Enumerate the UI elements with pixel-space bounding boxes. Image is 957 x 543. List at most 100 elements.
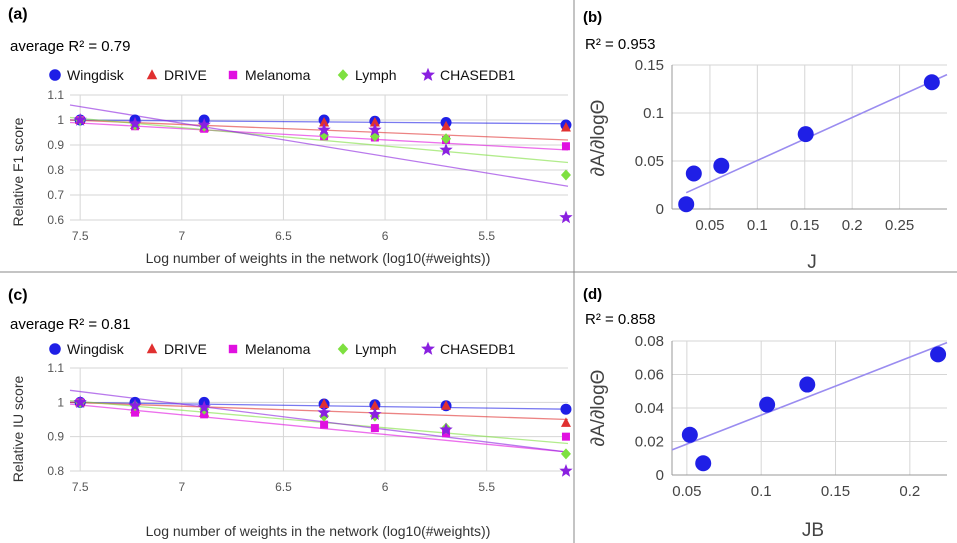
data-point-melanoma — [561, 142, 570, 151]
data-point-chasedb1 — [368, 407, 382, 420]
x-tick-label: 0.15 — [790, 217, 819, 234]
panel-b: (b) R² = 0.953 0 0.05 0.1 0.15 0.05 0.1 0.15 0.… — [583, 9, 948, 273]
y-tick-label: 1 — [57, 113, 64, 127]
data-point — [678, 196, 695, 213]
trend-line-chasedb1 — [69, 389, 569, 453]
data-point-chasedb1 — [368, 123, 382, 136]
data-point — [685, 165, 702, 182]
legend-label-drive: DRIVE — [164, 341, 207, 357]
data-point-chasedb1 — [317, 123, 331, 136]
panel-a-y-axis-title: Relative F1 score — [10, 117, 26, 226]
data-point-chasedb1 — [197, 400, 211, 414]
panel-b-y-axis-title: ∂A/∂logΘ — [588, 100, 609, 177]
trend-line-drive — [69, 119, 569, 141]
legend-marker-melanoma — [228, 344, 238, 354]
legend-marker-lymph — [337, 69, 349, 81]
x-tick-label: 0.1 — [751, 483, 772, 500]
panel-b-letter: (b) — [583, 9, 602, 26]
data-point-lymph — [560, 169, 571, 181]
y-tick-label: 0.02 — [635, 434, 664, 451]
legend-marker-chasedb1 — [421, 341, 435, 355]
panel-d-letter: (d) — [583, 286, 602, 303]
x-tick-label: 0.2 — [842, 217, 863, 234]
panel-c: (c) average R² = 0.81 Wingdisk DRIVE Melan… — [8, 287, 573, 539]
x-tick-label: 6.5 — [275, 229, 292, 243]
legend-label-wingdisk: Wingdisk — [67, 341, 125, 357]
data-point-chasedb1 — [317, 405, 331, 419]
legend-label-melanoma: Melanoma — [245, 341, 311, 357]
y-tick-label: 0 — [656, 201, 664, 218]
data-point — [759, 396, 776, 413]
x-tick-label: 6 — [382, 229, 389, 243]
y-tick-label: 0 — [656, 467, 664, 484]
x-tick-label: 0.25 — [885, 217, 914, 234]
plot-c: 0.8 0.9 1 1.1 7.5 7 6.5 6 5.5 — [47, 361, 573, 494]
panel-c-x-axis-title: Log number of weights in the network (lo… — [146, 523, 491, 539]
panel-c-letter: (c) — [8, 287, 28, 304]
data-point — [799, 376, 816, 393]
trend-line — [685, 73, 948, 194]
y-tick-label: 1.1 — [47, 361, 64, 375]
panel-b-r2: R² = 0.953 — [585, 36, 655, 53]
trend-line-melanoma — [69, 403, 569, 453]
x-tick-label: 5.5 — [478, 229, 495, 243]
panel-a-x-axis-title: Log number of weights in the network (lo… — [146, 250, 491, 266]
data-point-chasedb1 — [559, 210, 573, 224]
plot-a: 0.6 0.7 0.8 0.9 1 1.1 7.5 7 6.5 6 5.5 — [47, 88, 573, 243]
y-tick-label: 0.05 — [635, 153, 664, 170]
panel-d: (d) R² = 0.858 00.020.040.060.080.05 0.1 0… — [583, 286, 948, 541]
legend-label-chasedb1: CHASEDB1 — [440, 67, 516, 83]
x-tick-label: 7.5 — [72, 480, 89, 494]
panel-a-letter: (a) — [8, 6, 28, 23]
legend-marker-lymph — [337, 343, 349, 355]
panel-c-r2: average R² = 0.81 — [10, 316, 131, 333]
data-point-chasedb1 — [128, 116, 142, 130]
data-point-drive — [369, 400, 380, 410]
x-tick-label: 0.15 — [821, 483, 850, 500]
y-tick-label: 0.04 — [635, 400, 664, 417]
legend-label-melanoma: Melanoma — [245, 67, 311, 83]
data-point — [681, 426, 698, 443]
data-point-drive — [369, 117, 380, 127]
data-point-chasedb1 — [559, 464, 573, 477]
y-tick-label: 0.9 — [47, 430, 64, 444]
data-point — [695, 455, 712, 472]
x-tick-label: 0.2 — [899, 483, 920, 500]
data-point-melanoma — [320, 420, 329, 429]
legend-marker-wingdisk — [49, 69, 61, 81]
trend-line-chasedb1 — [69, 104, 569, 187]
data-point-chasedb1 — [197, 118, 211, 131]
data-point-melanoma — [561, 432, 570, 441]
data-point-chasedb1 — [439, 143, 453, 156]
legend-label-drive: DRIVE — [164, 67, 207, 83]
x-tick-label: 7 — [178, 229, 185, 243]
panel-d-y-axis-title: ∂A/∂logΘ — [588, 370, 609, 447]
data-point-drive — [441, 120, 452, 131]
y-tick-label: 0.8 — [47, 464, 64, 478]
x-tick-label: 0.1 — [747, 217, 768, 234]
panel-d-x-axis-title: JB — [802, 520, 824, 541]
data-point-chasedb1 — [128, 398, 142, 412]
data-point — [713, 157, 730, 174]
legend-c: Wingdisk DRIVE Melanoma Lymph CHASEDB1 — [49, 341, 516, 357]
legend-a: Wingdisk DRIVE Melanoma Lymph CHASEDB1 — [49, 67, 516, 83]
trend-line-lymph — [69, 116, 569, 164]
x-tick-label: 0.05 — [672, 483, 701, 500]
data-point-melanoma — [131, 408, 140, 417]
trend-line-lymph — [69, 399, 569, 445]
y-tick-label: 0.7 — [47, 188, 64, 202]
data-point-lymph — [441, 133, 452, 145]
trend-line-melanoma — [69, 121, 569, 151]
x-tick-label: 7 — [178, 480, 185, 494]
y-tick-label: 0.06 — [635, 367, 664, 384]
y-tick-label: 0.08 — [635, 333, 664, 350]
panel-a-r2: average R² = 0.79 — [10, 38, 131, 55]
data-point-drive — [319, 117, 330, 127]
legend-label-wingdisk: Wingdisk — [67, 67, 125, 83]
data-point-melanoma — [370, 424, 379, 433]
data-point-drive — [441, 400, 452, 410]
data-point-chasedb1 — [73, 113, 87, 126]
legend-label-lymph: Lymph — [355, 341, 397, 357]
data-point — [923, 74, 940, 91]
